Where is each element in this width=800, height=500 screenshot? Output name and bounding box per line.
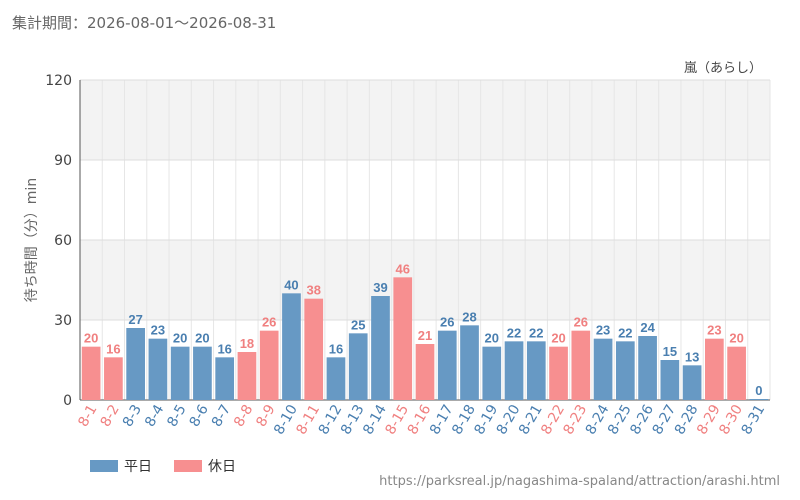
bar [660,360,680,400]
bar [749,399,769,400]
attraction-label: 嵐（あらし） [684,61,762,76]
bar-value-label: 28 [462,309,476,324]
bar [437,330,457,400]
bar-value-label: 13 [685,349,699,364]
bar [482,346,502,400]
bar [81,346,101,400]
bar [371,296,390,400]
bar [215,357,235,400]
bar-value-label: 16 [217,341,231,356]
bar-value-label: 38 [306,283,320,298]
bar-value-label: 23 [151,323,165,338]
bar [393,277,413,400]
x-tick-label: 8-31 [739,402,769,438]
plot-band [80,160,770,240]
bar [348,333,368,400]
bar [705,338,724,400]
bar [237,352,257,400]
plot-band [80,240,770,320]
bar-value-label: 20 [173,331,187,346]
bar [526,341,546,400]
bar [638,336,657,400]
legend: 平日 休日 [90,456,236,476]
legend-label-holiday: 休日 [208,459,236,475]
y-tick-label: 30 [54,313,72,329]
bar-value-label: 24 [640,320,655,335]
bar-value-label: 22 [507,325,521,340]
period-label: 集計期間：2026-08-01～2026-08-31 [12,14,277,32]
bar-value-label: 22 [529,325,543,340]
bar [170,346,190,400]
x-tick-label: 8-8 [231,402,256,430]
bar [682,365,702,400]
bar-value-label: 0 [755,383,762,398]
legend-swatch-weekday [90,460,118,472]
x-tick-label: 8-3 [120,402,145,430]
bar-value-label: 27 [128,312,142,327]
legend-label-weekday: 平日 [124,459,152,475]
y-tick-label: 0 [63,393,72,409]
bar-value-label: 39 [373,280,387,295]
legend-item-weekday: 平日 [90,456,152,476]
legend-swatch-holiday [174,460,202,472]
bar [549,346,568,400]
bar [571,330,591,400]
bar-value-label: 20 [729,331,743,346]
bar [460,325,479,400]
bar [104,357,123,400]
bar [304,298,324,400]
plot-band [80,80,770,160]
bar-value-label: 26 [440,315,454,330]
bar [615,341,635,400]
bar [126,328,145,400]
bar-value-label: 26 [262,315,276,330]
bar-value-label: 21 [418,328,432,343]
bar-value-label: 26 [574,315,588,330]
y-tick-label: 60 [54,233,72,249]
source-url: https://parksreal.jp/nagashima-spaland/a… [379,474,780,489]
bar-value-label: 20 [485,331,499,346]
bar-value-label: 20 [195,331,209,346]
y-tick-label: 90 [54,153,72,169]
y-tick-label: 120 [45,73,72,89]
x-tick-label: 8-1 [75,402,100,430]
bar [727,346,746,400]
bar-value-label: 46 [396,261,410,276]
bar-value-label: 20 [551,331,565,346]
x-tick-label: 8-2 [98,402,123,430]
x-tick-label: 8-5 [164,402,189,430]
x-tick-label: 8-6 [187,402,212,430]
bar [326,357,346,400]
bar-value-label: 40 [284,277,298,292]
bar [148,338,168,400]
bar [259,330,279,400]
bar-value-label: 25 [351,317,365,332]
x-tick-label: 8-7 [209,402,234,430]
legend-item-holiday: 休日 [174,456,236,476]
bar-value-label: 16 [329,341,343,356]
bar [193,346,212,400]
bar [593,338,613,400]
bar-value-label: 20 [84,331,98,346]
y-axis-title: 待ち時間（分）min [24,178,40,302]
bar-value-label: 15 [663,344,677,359]
bar-value-label: 18 [240,336,254,351]
bar-value-label: 23 [707,323,721,338]
bar-value-label: 23 [596,323,610,338]
bar-value-label: 22 [618,325,632,340]
bar-value-label: 16 [106,341,120,356]
bar [282,293,301,400]
bar [504,341,524,400]
bar [415,344,435,400]
x-tick-label: 8-4 [142,402,167,430]
